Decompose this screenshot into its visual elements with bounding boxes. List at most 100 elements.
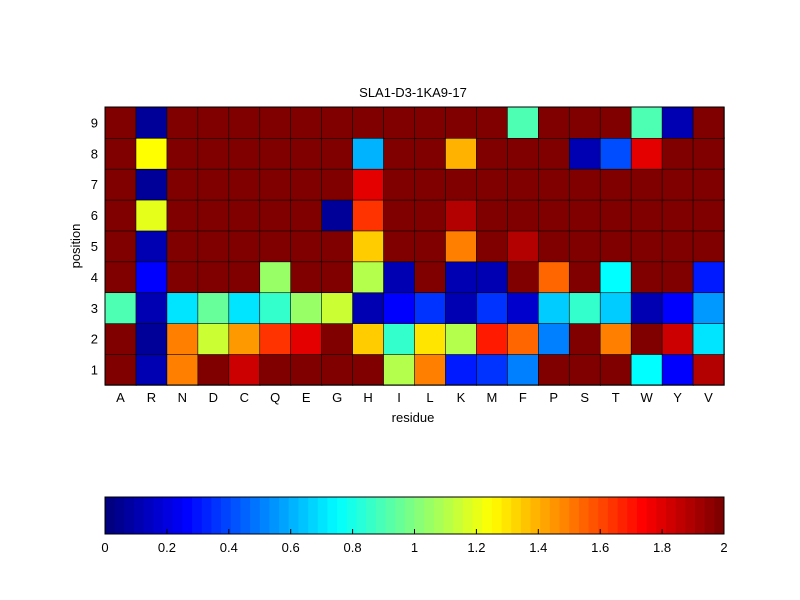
colorbar-segment <box>617 497 628 534</box>
heatmap-cell <box>414 322 447 355</box>
heatmap-cell <box>630 168 663 201</box>
colorbar-segment <box>105 497 116 534</box>
colorbar-tick-label: 0 <box>101 540 108 555</box>
x-tick-label: L <box>426 390 433 405</box>
colorbar-segment <box>453 497 464 534</box>
colorbar-tick-label: 0.2 <box>158 540 176 555</box>
colorbar-segment <box>327 497 338 534</box>
x-tick-label: T <box>612 390 620 405</box>
heatmap-cell <box>166 353 199 386</box>
heatmap-cell <box>599 199 632 232</box>
heatmap-cell <box>661 322 694 355</box>
heatmap-cell <box>259 168 292 201</box>
heatmap-cell <box>537 353 570 386</box>
colorbar-segment <box>250 497 261 534</box>
heatmap-cell <box>290 353 323 386</box>
heatmap-cell <box>166 137 199 170</box>
x-tick-label: A <box>116 390 125 405</box>
y-tick-label: 4 <box>91 270 98 285</box>
colorbar-segment <box>182 497 193 534</box>
heatmap-cell <box>197 168 230 201</box>
y-tick-label: 9 <box>91 115 98 130</box>
x-tick-label: E <box>302 390 311 405</box>
heatmap-cell <box>383 199 416 232</box>
x-tick-label: R <box>147 390 156 405</box>
heatmap-cell <box>599 168 632 201</box>
heatmap-cell <box>135 199 168 232</box>
x-tick-label: N <box>178 390 187 405</box>
heatmap-cell <box>476 261 509 294</box>
x-tick-label: Y <box>673 390 682 405</box>
colorbar-segment <box>636 497 648 534</box>
y-tick-label: 1 <box>91 363 98 378</box>
heatmap-cell <box>259 230 292 263</box>
heatmap-cell <box>661 137 694 170</box>
heatmap-cell <box>104 230 137 263</box>
x-tick-label: K <box>457 390 466 405</box>
heatmap-cell <box>599 106 632 139</box>
colorbar-segment <box>269 497 280 534</box>
colorbar-tick-label: 1.4 <box>529 540 547 555</box>
heatmap-cell <box>476 106 509 139</box>
heatmap-cell <box>104 322 137 355</box>
heatmap-cell <box>507 261 540 294</box>
heatmap-cell <box>537 292 570 324</box>
heatmap-cell <box>445 353 478 386</box>
colorbar-segment <box>433 497 445 534</box>
heatmap-cell <box>661 199 694 232</box>
x-tick-label: H <box>363 390 372 405</box>
colorbar-tick-labels: 0 0.2 0.4 0.6 0.8 1 1.2 1.4 1.6 1.8 2 <box>101 529 728 555</box>
heatmap-cell <box>197 106 230 139</box>
heatmap-cell <box>568 261 601 294</box>
heatmap-cell <box>383 292 416 324</box>
colorbar-segment <box>172 497 183 534</box>
heatmap-cell <box>383 322 416 355</box>
heatmap-cell <box>661 261 694 294</box>
heatmap-cell <box>290 168 323 201</box>
colorbar-segment <box>588 497 599 534</box>
y-tick-label: 6 <box>91 208 98 223</box>
heatmap-cell <box>259 199 292 232</box>
heatmap-cell <box>692 261 725 294</box>
heatmap-cell <box>352 199 385 232</box>
heatmap-cell <box>630 106 663 139</box>
heatmap-cell <box>537 106 570 139</box>
colorbar-segment <box>598 497 609 534</box>
colorbar-tick-label: 2 <box>720 540 727 555</box>
colorbar-segment <box>656 497 667 534</box>
heatmap-cell <box>414 353 447 386</box>
heatmap-cell <box>259 292 292 324</box>
heatmap-cell <box>135 137 168 170</box>
heatmap-cell <box>507 292 540 324</box>
heatmap-cell <box>383 261 416 294</box>
heatmap-cell <box>599 353 632 386</box>
heatmap-cell <box>352 106 385 139</box>
colorbar-segment <box>559 497 570 534</box>
colorbar-segment <box>540 497 551 534</box>
heatmap-cell <box>321 292 354 324</box>
x-tick-label: G <box>332 390 342 405</box>
heatmap-cell <box>228 292 261 324</box>
colorbar-segment <box>230 497 241 534</box>
colorbar-tick-label: 0.4 <box>220 540 238 555</box>
heatmap-cell <box>692 106 725 139</box>
heatmap-cell <box>352 261 385 294</box>
x-tick-label: S <box>580 390 589 405</box>
colorbar-segment <box>607 497 619 534</box>
x-tick-label: D <box>209 390 218 405</box>
heatmap-cells <box>104 106 725 386</box>
heatmap-cell <box>166 261 199 294</box>
colorbar-segment <box>356 497 367 534</box>
heatmap-cell <box>383 106 416 139</box>
colorbar-segment <box>685 497 696 534</box>
x-tick-label: F <box>519 390 527 405</box>
heatmap-cell <box>321 353 354 386</box>
heatmap-cell <box>104 199 137 232</box>
colorbar-segment <box>530 497 541 534</box>
chart-title: SLA1-D3-1KA9-17 <box>359 85 467 100</box>
colorbar-segment <box>201 497 212 534</box>
heatmap-cell <box>383 230 416 263</box>
heatmap-cell <box>630 353 663 386</box>
heatmap-cell <box>414 199 447 232</box>
colorbar-segment <box>646 497 657 534</box>
